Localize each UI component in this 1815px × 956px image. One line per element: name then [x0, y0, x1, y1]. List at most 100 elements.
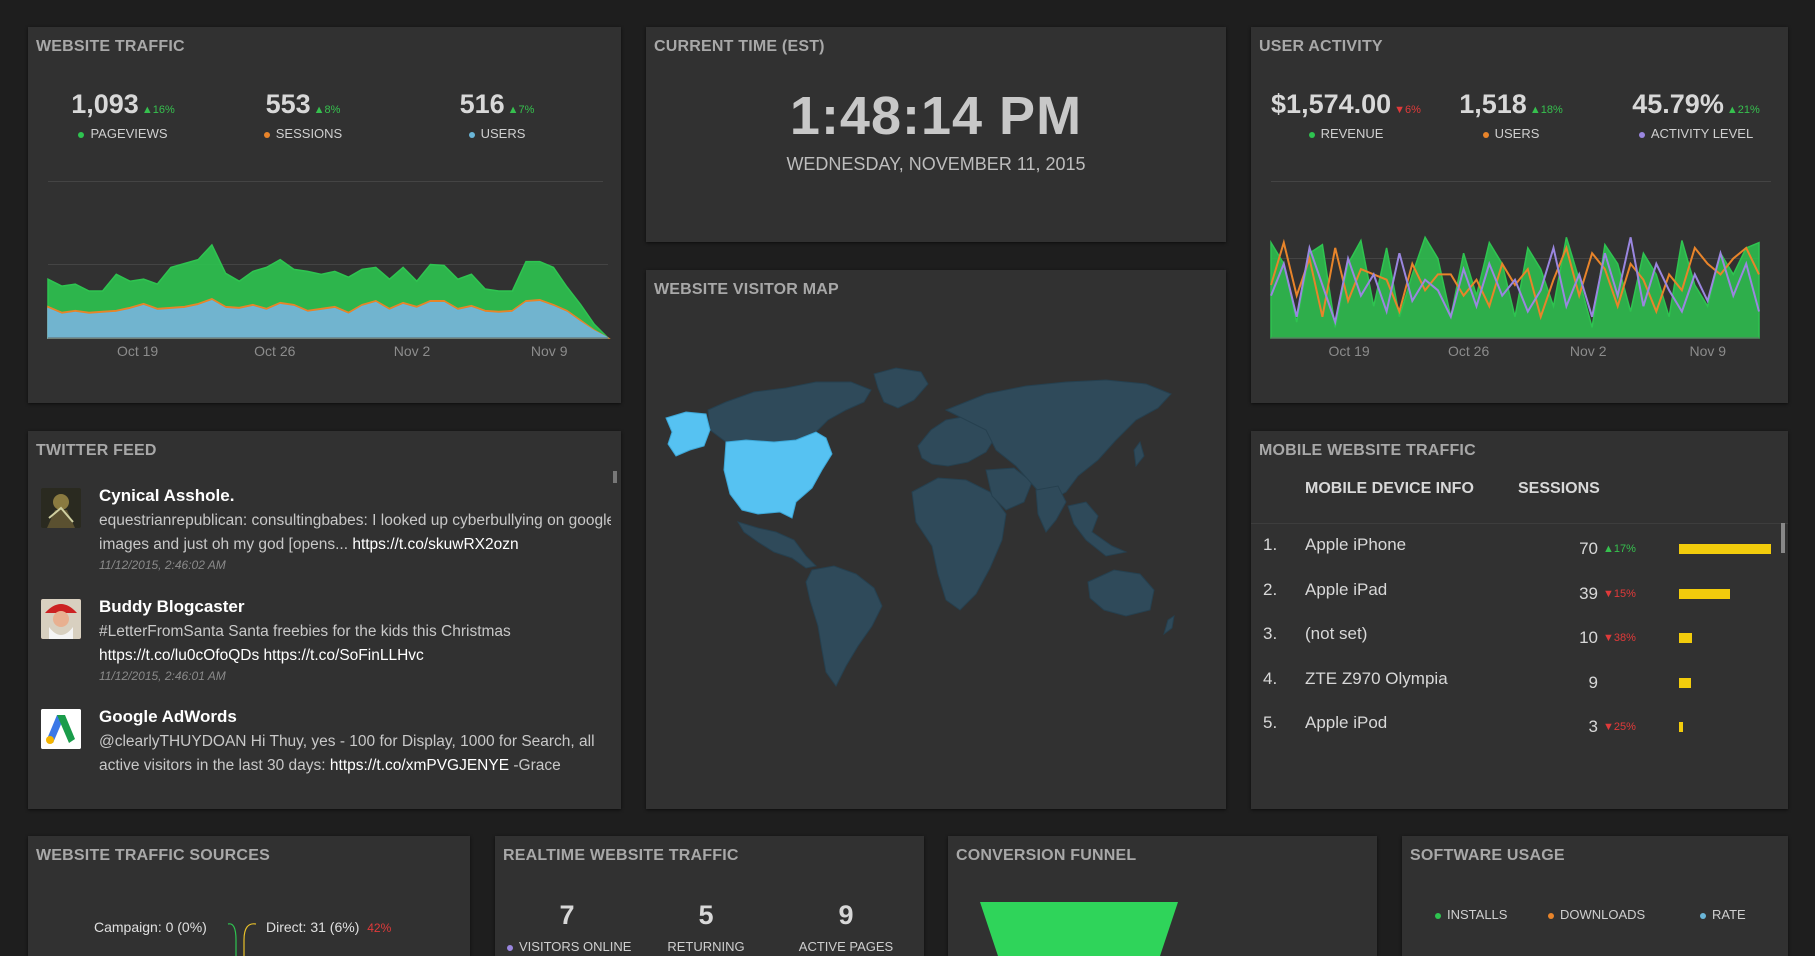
x-tick-label: Nov 9 — [531, 343, 568, 359]
tweet-author[interactable]: Google AdWords — [99, 707, 237, 726]
x-tick-label: Nov 9 — [1689, 343, 1726, 359]
stat-value: 1,093 — [71, 89, 139, 119]
clock-time: 1:48:14 PM — [789, 86, 1083, 146]
europe-region — [917, 415, 997, 467]
column-header-device[interactable]: MOBILE DEVICE INFO — [1305, 480, 1474, 497]
stat-label: PAGEVIEWS — [90, 126, 168, 141]
stat-label: USERS — [1494, 126, 1540, 141]
direct-change: 42% — [367, 921, 392, 935]
tweet-author[interactable]: Cynical Asshole. — [99, 486, 235, 505]
row-rank: 2. — [1263, 579, 1278, 599]
session-bar — [1679, 633, 1693, 643]
series-activity-level-line — [1270, 237, 1760, 326]
row-change: ▼25% — [1603, 721, 1636, 733]
column-header-sessions[interactable]: SESSIONS — [1518, 480, 1600, 497]
x-tick-label: Oct 26 — [254, 343, 295, 359]
traffic-area-chart: Oct 19 Oct 26 Nov 2 Nov 9 — [47, 243, 611, 359]
divider — [1271, 181, 1771, 182]
user-activity-line-chart: Oct 19 Oct 26 Nov 2 Nov 9 — [1270, 235, 1760, 359]
legend-downloads[interactable]: DOWNLOADS — [1548, 907, 1645, 922]
stat-users: 516 ▲7% USERS — [422, 89, 572, 141]
row-device: Apple iPhone — [1305, 535, 1407, 554]
legend-dot — [1308, 131, 1315, 138]
adwords-logo — [41, 709, 81, 749]
stat-value: 1,518 — [1459, 89, 1527, 119]
asia-region — [944, 379, 1172, 503]
realtime-active-pages: 9 ACTIVE PAGES — [798, 900, 894, 954]
south-america-region — [805, 565, 883, 687]
stat-pageviews: 1,093 ▲16% PAGEVIEWS — [48, 89, 198, 141]
stat-change: ▲21% — [1726, 104, 1760, 116]
panel-title: USER ACTIVITY — [1259, 38, 1383, 55]
stat-activity-level: 45.79% ▲21% ACTIVITY LEVEL — [1606, 89, 1786, 141]
stat-value: 553 — [265, 89, 311, 119]
row-sessions: 39 — [1579, 583, 1598, 603]
table-row[interactable]: 5. Apple iPod 3 ▼25% — [1251, 709, 1771, 739]
panel-title: MOBILE WEBSITE TRAFFIC — [1259, 442, 1476, 459]
divider — [1251, 523, 1788, 524]
tweet-link[interactable]: https://t.co/skuwRX2ozn — [352, 536, 519, 553]
traffic-sources-panel: WEBSITE TRAFFIC SOURCES Campaign: 0 (0%)… — [28, 836, 470, 956]
realtime-traffic-panel: REALTIME WEBSITE TRAFFIC 7 VISITORS ONLI… — [495, 836, 924, 956]
realtime-returning: 5 RETURNING — [667, 900, 745, 954]
row-change: ▼38% — [1603, 632, 1636, 644]
panel-title: CONVERSION FUNNEL — [956, 847, 1137, 864]
row-sessions: 9 — [1588, 672, 1598, 692]
india-region — [1035, 485, 1067, 533]
legend-dot — [507, 944, 513, 951]
direct-label: Direct: 31 (6%) 42% — [266, 919, 392, 935]
x-tick-label: Oct 26 — [1448, 343, 1489, 359]
legend-installs[interactable]: INSTALLS — [1435, 907, 1507, 922]
stat-value: 45.79% — [1632, 89, 1724, 119]
stat-value: 516 — [459, 89, 505, 119]
row-sessions: 70 — [1579, 539, 1598, 558]
stat-change: ▲18% — [1529, 104, 1563, 116]
table-row[interactable]: 3. (not set) 10 ▼38% — [1251, 620, 1771, 650]
row-sessions: 3 — [1588, 717, 1598, 736]
tweet-author[interactable]: Buddy Blogcaster — [99, 597, 245, 616]
tweet-link[interactable]: https://t.co/lu0cOfoQDs https://t.co/SoF… — [99, 647, 424, 664]
stat-revenue: $1,574.00 ▼6% REVENUE — [1261, 89, 1431, 141]
table-row[interactable]: 2. Apple iPad 39 ▼15% — [1251, 576, 1771, 606]
x-tick-label: Nov 2 — [394, 343, 431, 359]
scrollbar[interactable] — [613, 471, 617, 483]
funnel-chart — [980, 902, 1178, 956]
realtime-visitors: 7 VISITORS ONLINE — [507, 900, 631, 954]
legend-rate[interactable]: RATE — [1700, 907, 1746, 922]
panel-title: TWITTER FEED — [36, 442, 157, 459]
canada-region — [707, 381, 872, 443]
australia-region — [1087, 569, 1155, 617]
panel-title: WEBSITE TRAFFIC SOURCES — [36, 847, 270, 864]
row-change: ▼15% — [1603, 587, 1636, 600]
scrollbar[interactable] — [1781, 523, 1785, 553]
legend-dot — [78, 131, 85, 138]
website-traffic-panel: WEBSITE TRAFFIC 1,093 ▲16% PAGEVIEWS 553 ▲8%… — [28, 27, 621, 403]
tweet-link[interactable]: https://t.co/xmPVGJENYE — [329, 757, 510, 774]
stat-change: ▲16% — [141, 104, 175, 116]
tweet-date: 11/12/2015, 2:46:02 AM — [99, 558, 226, 572]
x-tick-label: Oct 19 — [1328, 343, 1369, 359]
panel-title: WEBSITE TRAFFIC — [36, 38, 185, 55]
source-connector-lines — [227, 923, 257, 956]
current-time-panel: CURRENT TIME (EST) 1:48:14 PM WEDNESDAY,… — [646, 27, 1226, 242]
row-device: Apple iPod — [1305, 713, 1388, 732]
middle-east-region — [985, 467, 1033, 511]
table-row[interactable]: 1. Apple iPhone 70 ▲17% — [1251, 531, 1771, 561]
legend-dot — [1638, 131, 1645, 138]
nz-region — [1163, 614, 1175, 636]
row-device: (not set) — [1305, 624, 1368, 643]
series-users-line — [1270, 238, 1760, 321]
clock-date: WEDNESDAY, NOVEMBER 11, 2015 — [786, 154, 1086, 174]
row-sessions: 10 — [1579, 628, 1598, 647]
tweet-text: #LetterFromSanta Santa freebies for the … — [99, 623, 511, 664]
row-rank: 5. — [1263, 713, 1278, 732]
session-bar — [1679, 677, 1691, 688]
tweet-text: @clearlyTHUYDOAN Hi Thuy, yes - 100 for … — [99, 733, 595, 774]
africa-region — [911, 477, 1007, 611]
table-row[interactable]: 4. ZTE Z970 Olympia 9 — [1251, 665, 1771, 695]
software-usage-panel: SOFTWARE USAGE INSTALLS DOWNLOADS RATE — [1402, 836, 1788, 956]
legend-dot — [468, 131, 475, 138]
stat-users: 1,518 ▲18% USERS — [1431, 89, 1591, 141]
stat-sessions: 553 ▲8% SESSIONS — [228, 89, 378, 141]
series-revenue-area — [1270, 235, 1760, 339]
